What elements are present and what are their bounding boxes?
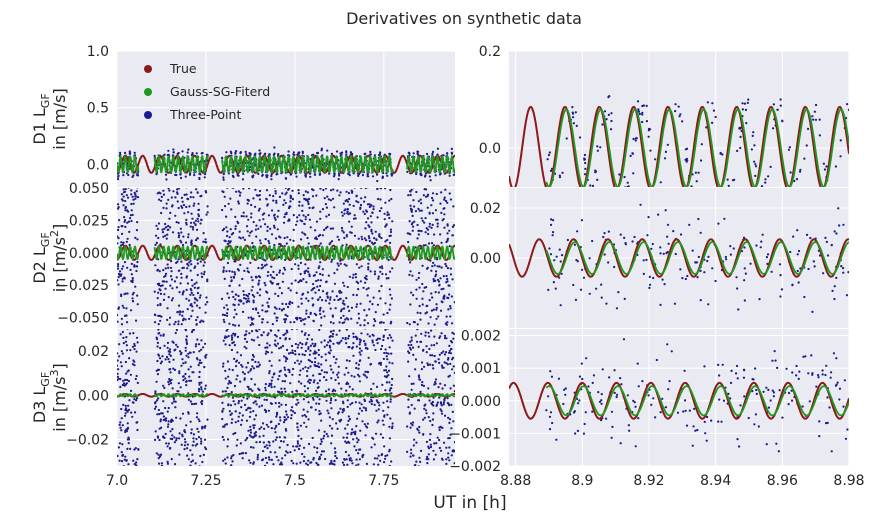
y-axis-label-line1: D2 LGF <box>30 232 52 283</box>
y-label-main: D3 L <box>30 387 49 424</box>
y-tick-label: 0.001 <box>461 361 501 377</box>
y-tick-label: 0.0 <box>479 141 501 157</box>
figure-title: Derivatives on synthetic data <box>346 9 582 28</box>
x-tick-label: 7.5 <box>284 473 306 489</box>
gauss-sg-series <box>117 154 455 175</box>
y-label-sup: 2 <box>48 230 61 237</box>
y-label-unit: in [m/s] <box>50 88 69 149</box>
x-tick-label: 8.88 <box>500 473 531 489</box>
x-tick-label: 7.25 <box>190 473 221 489</box>
y-tick-label: 0.0 <box>87 157 109 173</box>
y-label-end: ] <box>50 363 69 369</box>
x-axis-label: UT in [h] <box>433 493 506 513</box>
gauss-sg-series <box>117 393 455 398</box>
true-series <box>509 105 849 187</box>
gauss-sg-series <box>545 241 849 275</box>
y-tick-label: −0.02 <box>66 432 109 448</box>
y-tick-label: 0.000 <box>461 394 501 410</box>
x-axis-label-text: UT in [h] <box>433 493 506 513</box>
y-label-end: ] <box>50 224 69 230</box>
panel-right-top: 0.2 0.0 <box>479 44 850 187</box>
y-label-sup: 3 <box>48 370 61 377</box>
series-group <box>509 338 849 453</box>
legend-marker <box>144 65 152 73</box>
series-group <box>117 329 455 466</box>
y-tick-label: −0.002 <box>449 459 501 475</box>
legend-marker <box>144 111 152 119</box>
y-label-main: D2 L <box>30 247 49 284</box>
y-tick-label: −0.025 <box>57 278 109 294</box>
panel-right-mid: 0.02 0.00 <box>470 188 850 328</box>
y-label-sub: GF <box>39 232 52 247</box>
y-tick-label: −0.001 <box>449 426 501 442</box>
y-axis-label-line2: in [m/s3] <box>48 363 69 431</box>
y-label-unit: in [m/s <box>50 377 69 432</box>
x-tick-label: 8.98 <box>833 473 864 489</box>
y-axis-label-line2: in [m/s2] <box>48 224 69 292</box>
y-tick-label: 1.0 <box>87 44 109 60</box>
x-tick-label: 8.94 <box>700 473 731 489</box>
y-tick-label: 0.000 <box>69 246 109 262</box>
three-point-series <box>117 188 455 327</box>
x-tick-label: 7.75 <box>368 473 399 489</box>
series-group <box>509 95 849 187</box>
three-point-series <box>545 338 849 453</box>
y-tick-label: 0.002 <box>461 329 501 345</box>
y-tick-label: 0.02 <box>78 344 109 360</box>
series-group <box>117 188 455 327</box>
x-tick-label: 8.9 <box>571 473 593 489</box>
y-label-sub: GF <box>39 93 52 108</box>
three-point-series <box>117 329 455 466</box>
y-label-unit: in [m/s <box>50 237 69 292</box>
y-tick-label: 0.02 <box>470 201 501 217</box>
legend-marker <box>144 88 152 96</box>
gauss-sg-series <box>117 245 455 261</box>
legend-label: True <box>169 61 197 76</box>
legend-label: Gauss-SG-Fiterd <box>170 84 270 99</box>
y-tick-label: −0.050 <box>57 311 109 327</box>
y-tick-label: 0.050 <box>69 181 109 197</box>
y-tick-label: 0.00 <box>78 388 109 404</box>
gauss-sg-series <box>545 385 849 417</box>
legend: True Gauss-SG-Fiterd Three-Point <box>144 61 270 122</box>
y-label-sub: GF <box>39 372 52 387</box>
x-tick-label: 8.92 <box>633 473 664 489</box>
series-group <box>117 146 455 183</box>
y-tick-label: 0.00 <box>470 251 501 267</box>
y-tick-label: 0.5 <box>87 101 109 117</box>
x-tick-label: 7.0 <box>106 473 128 489</box>
y-tick-label: 0.025 <box>69 213 109 229</box>
y-axis-label-line1: D3 LGF <box>30 372 52 423</box>
x-tick-label: 8.96 <box>767 473 798 489</box>
y-label-main: D1 L <box>30 108 49 145</box>
legend-label: Three-Point <box>169 107 241 122</box>
y-tick-label: 0.2 <box>479 44 501 60</box>
true-series <box>509 238 849 278</box>
y-axis-label-line2: in [m/s] <box>50 88 69 149</box>
gauss-sg-series <box>545 108 849 187</box>
y-axis-label-line1: D1 LGF <box>30 93 52 144</box>
series-group <box>509 203 849 313</box>
